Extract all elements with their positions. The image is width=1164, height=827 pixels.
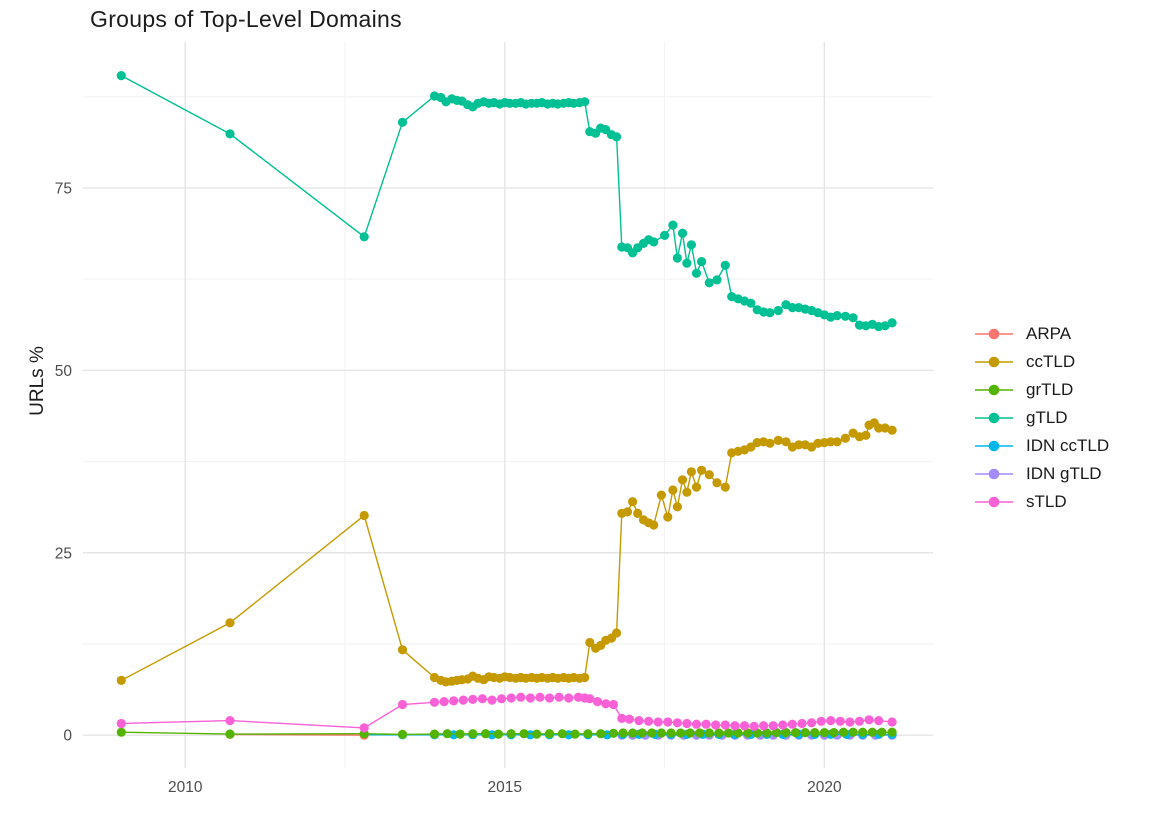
series-gtld: [116, 71, 897, 332]
legend-item-idn-gtld: IDN gTLD: [975, 460, 1109, 488]
legend-label: IDN gTLD: [1026, 464, 1102, 483]
legend-item-idn-cctld: IDN ccTLD: [975, 432, 1109, 460]
legend-label: grTLD: [1026, 380, 1074, 399]
series-cctld: [116, 418, 897, 687]
legend-key-icon: [975, 496, 1013, 508]
y-tick-label-75: 75: [55, 180, 72, 197]
legend-key-icon: [975, 468, 1013, 480]
legend-label: IDN ccTLD: [1026, 436, 1110, 455]
legend-item-cctld: ccTLD: [975, 348, 1109, 376]
x-tick-label-2020: 2020: [807, 779, 842, 796]
axis-tick-labels: 0 25 50 75 2010 2015 2020: [55, 180, 842, 796]
legend-item-arpa: ARPA: [975, 320, 1109, 348]
legend-label: ARPA: [1026, 324, 1072, 343]
legend-key-icon: [975, 328, 1013, 340]
x-tick-label-2015: 2015: [488, 779, 522, 796]
legend-label: ccTLD: [1026, 352, 1076, 371]
legend-item-stld: sTLD: [975, 488, 1109, 516]
legend-label: sTLD: [1026, 492, 1067, 511]
legend-label: gTLD: [1026, 408, 1068, 427]
legend-item-grtld: grTLD: [975, 376, 1109, 404]
minor-gridlines: [83, 42, 933, 768]
series-arpa: [225, 729, 369, 740]
legend: ARPA ccTLD grTLD gTLD IDN ccTLD IDN gTLD sTLD: [975, 320, 1109, 516]
legend-key-icon: [975, 356, 1013, 368]
legend-key-icon: [975, 384, 1013, 396]
chart-title: Groups of Top-Level Domains: [90, 6, 402, 32]
y-tick-label-50: 50: [55, 363, 73, 380]
major-gridlines: [83, 42, 933, 768]
x-tick-label-2010: 2010: [168, 779, 203, 796]
legend-key-icon: [975, 412, 1013, 424]
y-tick-label-25: 25: [55, 545, 72, 562]
y-tick-label-0: 0: [63, 728, 72, 745]
series-grtld: [116, 727, 897, 740]
legend-key-icon: [975, 440, 1013, 452]
series-stld: [116, 692, 897, 733]
legend-item-gtld: gTLD: [975, 404, 1109, 432]
